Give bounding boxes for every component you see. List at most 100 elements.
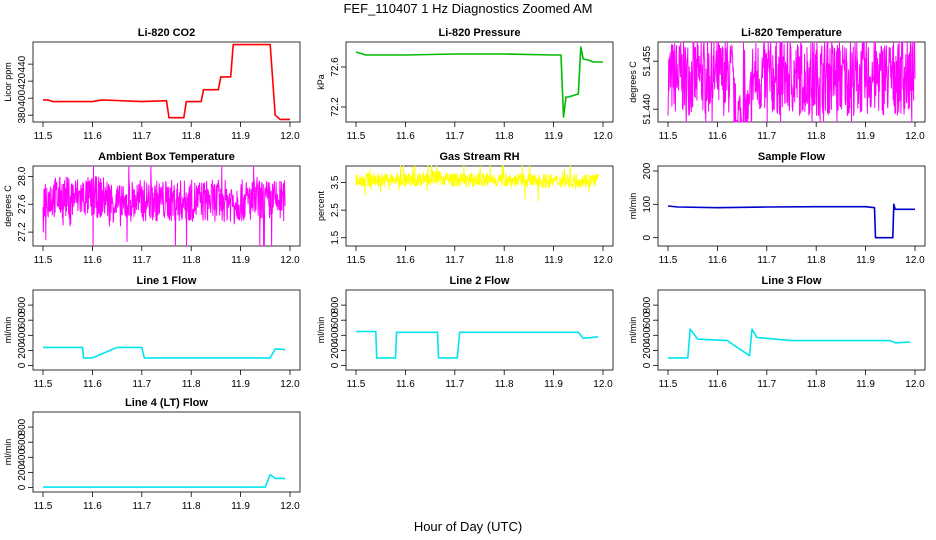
- y-tick-label: 400: [642, 327, 653, 344]
- plot-frame: [32, 289, 301, 371]
- x-tick-label: 11.6: [396, 255, 415, 266]
- plot-frame: [32, 411, 301, 493]
- x-tick-label: 11.5: [34, 379, 53, 390]
- series-line: [43, 43, 290, 121]
- y-tick-label: 2.5: [330, 203, 341, 217]
- x-tick-label: 12.0: [905, 255, 925, 266]
- x-tick-label: 11.8: [807, 131, 826, 142]
- x-tick-label: 11.6: [396, 131, 415, 142]
- panel-ambient-box-temperature: Ambient Box Temperature 11.5 11.6 11.7 11.8 1…: [3, 151, 301, 266]
- x-tick-label: 11.7: [757, 131, 776, 142]
- x-tick-label: 11.6: [83, 501, 102, 512]
- x-tick-label: 11.9: [856, 131, 875, 142]
- y-axis-label: kPa: [316, 74, 326, 90]
- panel-title: Li-820 Pressure: [439, 27, 521, 39]
- y-tick-label: 0: [17, 484, 28, 490]
- panel-title: Line 3 Flow: [762, 275, 822, 287]
- y-tick-label: 200: [17, 342, 28, 359]
- y-axis-label: Licor ppm: [3, 62, 13, 102]
- y-tick-label: 0: [17, 362, 28, 368]
- series-line: [43, 473, 286, 488]
- y-tick-label: 100: [642, 196, 653, 213]
- plot-frame: [32, 165, 301, 247]
- y-tick-label: 1.5: [330, 230, 341, 244]
- y-axis-label: ml/min: [628, 193, 638, 220]
- x-tick-label: 11.7: [132, 131, 151, 142]
- x-tick-label: 11.8: [495, 379, 514, 390]
- y-tick-label: 200: [642, 342, 653, 359]
- panel-gas-stream-rh: Gas Stream RH 11.5 11.6 11.7 11.8 11.9 12.0 1.5…: [316, 151, 614, 266]
- panel-line-1-flow: Line 1 Flow 11.5 11.6 11.7 11.8 11.9 12.0 0 2004…: [3, 275, 301, 390]
- x-tick-label: 11.9: [231, 255, 250, 266]
- panel-title: Li-820 CO2: [138, 27, 195, 39]
- series-line: [355, 165, 599, 202]
- x-tick-label: 12.0: [280, 255, 300, 266]
- x-tick-label: 11.8: [807, 255, 826, 266]
- x-tick-label: 11.5: [34, 131, 53, 142]
- plot-frame: [657, 41, 926, 123]
- x-tick-label: 12.0: [280, 379, 300, 390]
- x-tick-label: 11.5: [34, 255, 53, 266]
- x-tick-label: 11.9: [231, 131, 250, 142]
- y-tick-label: 400: [17, 89, 28, 106]
- x-tick-label: 11.8: [807, 379, 826, 390]
- panel-title: Sample Flow: [758, 151, 826, 163]
- y-tick-label: 51.440: [642, 93, 653, 124]
- x-tick-label: 11.7: [445, 255, 464, 266]
- x-tick-label: 11.7: [757, 379, 776, 390]
- y-tick-label: 400: [330, 327, 341, 344]
- y-axis-label: degrees C: [628, 61, 638, 103]
- y-axis-label: ml/min: [628, 317, 638, 344]
- panel-li-820-pressure: Li-820 Pressure 11.5 11.6 11.7 11.8 11.9 12.0 7…: [316, 27, 614, 142]
- y-tick-label: 600: [17, 311, 28, 328]
- x-axis-label: Hour of Day (UTC): [414, 519, 522, 534]
- x-tick-label: 11.6: [83, 255, 102, 266]
- x-tick-label: 12.0: [593, 255, 613, 266]
- series-line: [355, 46, 603, 118]
- y-axis-label: degrees C: [3, 185, 13, 227]
- y-tick-label: 420: [17, 72, 28, 89]
- panel-title: Ambient Box Temperature: [98, 151, 235, 163]
- y-tick-label: 3.5: [330, 175, 341, 189]
- y-tick-label: 0: [642, 362, 653, 368]
- panel-line-2-flow: Line 2 Flow 11.5 11.6 11.7 11.8 11.9 12.0 0 2004…: [316, 275, 614, 390]
- x-tick-label: 11.8: [182, 501, 201, 512]
- x-tick-label: 11.9: [544, 131, 563, 142]
- panel-title: Gas Stream RH: [439, 151, 519, 163]
- x-tick-label: 11.7: [445, 379, 464, 390]
- panel-title: Line 2 Flow: [450, 275, 510, 287]
- y-tick-label: 800: [642, 296, 653, 313]
- panel-line-3-flow: Line 3 Flow 11.5 11.6 11.7 11.8 11.9 12.0 0 2004…: [628, 275, 926, 390]
- x-tick-label: 12.0: [905, 379, 925, 390]
- x-tick-label: 11.5: [659, 131, 678, 142]
- x-tick-label: 11.5: [659, 255, 678, 266]
- x-tick-label: 11.9: [856, 379, 875, 390]
- plot-frame: [657, 289, 926, 371]
- x-tick-label: 11.6: [83, 379, 102, 390]
- x-tick-label: 11.7: [132, 501, 151, 512]
- x-tick-label: 11.9: [231, 379, 250, 390]
- series-line: [43, 346, 286, 359]
- y-axis-label: percent: [316, 190, 326, 221]
- x-tick-label: 11.5: [34, 501, 53, 512]
- y-tick-label: 27.2: [17, 222, 28, 242]
- panel-title: Li-820 Temperature: [741, 27, 842, 39]
- x-tick-label: 11.7: [132, 379, 151, 390]
- y-tick-label: 51.455: [642, 45, 653, 76]
- y-tick-label: 600: [642, 311, 653, 328]
- panel-li-820-co2: Li-820 CO2 11.5 11.6 11.7 11.8 11.9 12.0 380400…: [3, 27, 301, 142]
- y-tick-label: 800: [17, 296, 28, 313]
- x-tick-label: 11.5: [347, 131, 366, 142]
- y-tick-label: 72.2: [330, 97, 341, 117]
- x-tick-label: 11.5: [347, 379, 366, 390]
- y-tick-label: 0: [330, 362, 341, 368]
- y-tick-label: 28.0: [17, 166, 28, 186]
- x-tick-label: 12.0: [905, 131, 925, 142]
- panel-li-820-temperature: Li-820 Temperature 11.5 11.6 11.7 11.8 11.9 12…: [628, 27, 926, 142]
- x-tick-label: 11.6: [396, 379, 415, 390]
- x-tick-label: 12.0: [280, 501, 300, 512]
- y-tick-label: 27.6: [17, 194, 28, 214]
- y-tick-label: 600: [17, 433, 28, 450]
